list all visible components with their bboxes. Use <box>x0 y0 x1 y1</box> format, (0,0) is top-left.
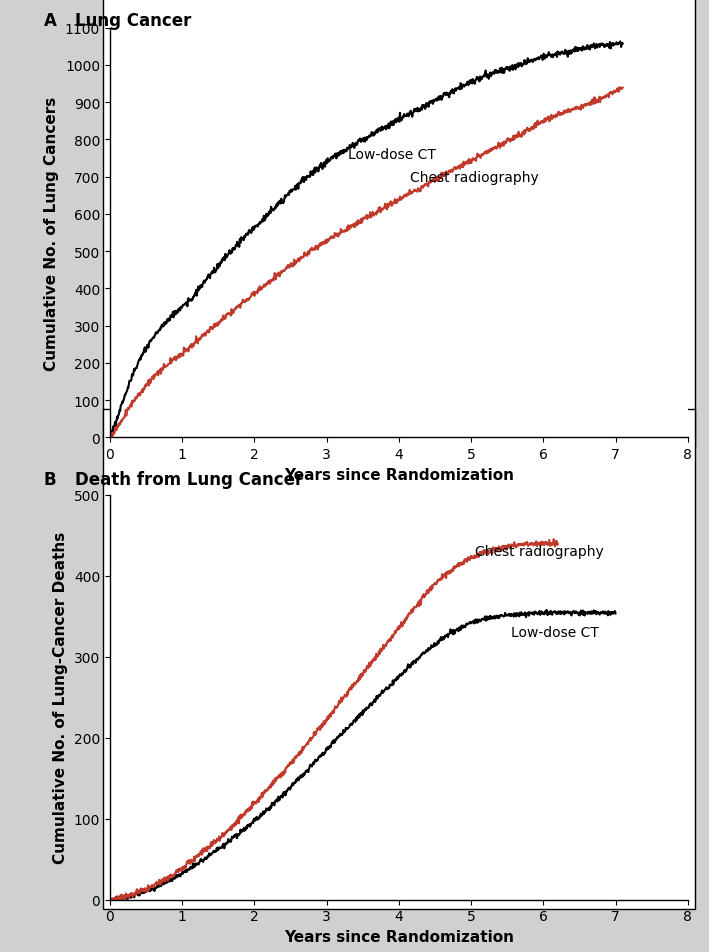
Text: Lung Cancer: Lung Cancer <box>75 12 191 30</box>
X-axis label: Years since Randomization: Years since Randomization <box>284 929 514 943</box>
X-axis label: Years since Randomization: Years since Randomization <box>284 467 514 482</box>
Text: Death from Lung Cancer: Death from Lung Cancer <box>75 471 303 488</box>
Y-axis label: Cumulative No. of Lung-Cancer Deaths: Cumulative No. of Lung-Cancer Deaths <box>53 531 68 863</box>
Text: Chest radiography: Chest radiography <box>474 545 603 559</box>
Text: B: B <box>43 471 56 488</box>
Text: Low-dose CT: Low-dose CT <box>510 625 598 640</box>
Text: Chest radiography: Chest radiography <box>410 170 538 185</box>
Text: A: A <box>43 12 56 30</box>
Y-axis label: Cumulative No. of Lung Cancers: Cumulative No. of Lung Cancers <box>45 96 60 370</box>
Text: Low-dose CT: Low-dose CT <box>348 149 436 162</box>
